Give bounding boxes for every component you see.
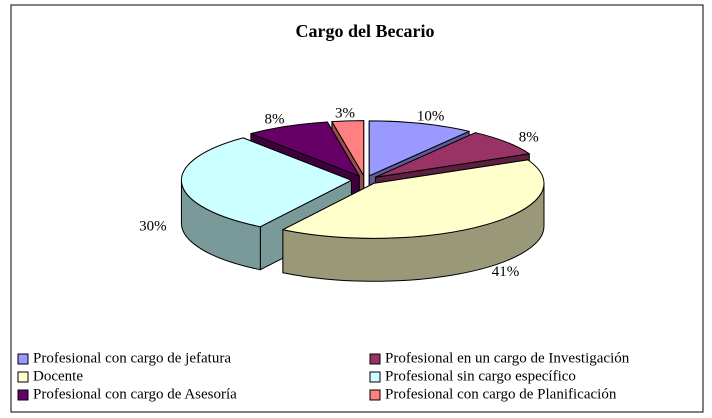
legend-swatch [17,389,29,401]
legend-label: Docente [33,368,83,384]
chart-title: Cargo del Becario [296,21,435,41]
data-label: 41% [492,264,520,280]
legend-swatch [369,371,381,383]
data-label: 8% [519,129,539,145]
legend-label: Profesional con cargo de Asesoría [33,386,237,402]
legend-swatch [17,371,29,383]
slice [250,121,360,177]
legend-swatch [369,353,381,365]
legend-label: Profesional sin cargo específico [385,368,576,384]
legend-swatch [17,353,29,365]
slice [180,137,352,228]
legend-swatch [369,389,381,401]
data-label: 3% [335,106,355,122]
legend-label: Profesional con cargo de Planificación [385,386,617,402]
data-label: 30% [139,219,167,235]
slice [368,120,470,177]
slice [282,159,545,239]
legend-label: Profesional con cargo de jefatura [33,350,231,366]
legend-label: Profesional en un cargo de Investigación [385,350,630,366]
slice [331,120,365,177]
data-label: 10% [417,109,445,125]
data-label: 8% [265,112,285,128]
slice [374,132,530,178]
